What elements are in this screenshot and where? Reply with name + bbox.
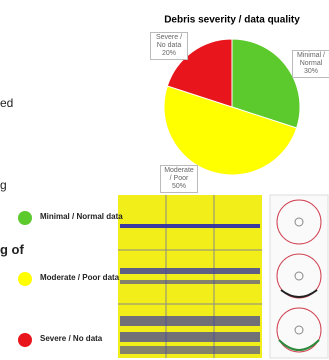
profile-panels [270,195,328,358]
slice-category: Severe / No data [153,34,185,50]
text-fragment: g of [0,242,24,257]
legend-label: Minimal / Normal data [40,212,123,221]
legend-label: Moderate / Poor data [40,273,119,282]
heatmap-panels [118,195,262,358]
page: Debris severity / data quality ed g g of… [0,0,329,360]
slice-value: 50% [163,183,195,191]
slice-category: Moderate / Poor [163,167,195,183]
slice-category: Minimal / Normal [295,52,327,68]
legend-label: Severe / No data [40,334,102,343]
legend-swatch [18,272,32,286]
legend-swatch [18,211,32,225]
legend-swatch [18,333,32,347]
text-fragment: g [0,178,7,192]
text-fragment: ed [0,96,13,110]
slice-value: 20% [153,50,185,58]
chart-title: Debris severity / data quality [164,15,300,26]
slice-value: 30% [295,68,327,76]
